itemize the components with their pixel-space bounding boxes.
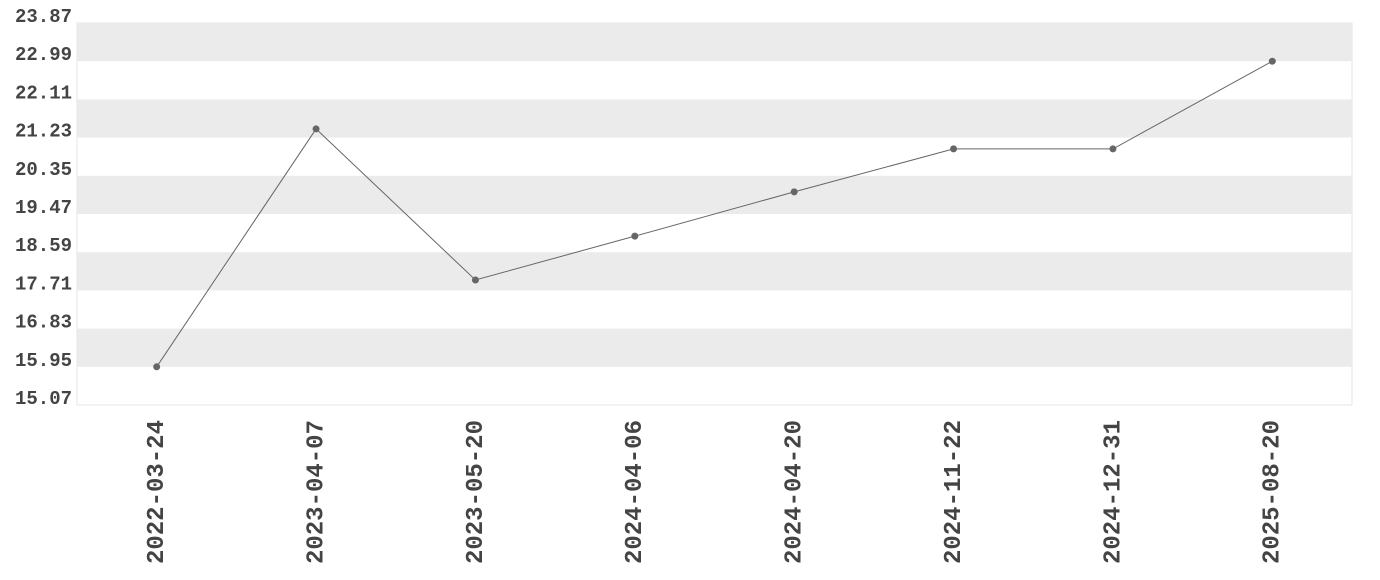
grid-band [77,328,1352,367]
y-tick-label: 21.23 [15,121,72,143]
y-tick-label: 23.87 [15,6,72,28]
y-tick-label: 16.83 [15,312,72,334]
x-tick-label: 2024-04-20 [782,420,809,564]
y-tick-label: 20.35 [15,159,72,181]
point [1109,145,1117,153]
y-tick-label: 18.59 [15,235,72,257]
y-tick-label: 22.99 [15,44,72,66]
point [790,188,798,196]
grid-band [77,252,1352,291]
y-tick-label: 15.95 [15,350,72,372]
x-tick-label: 2024-04-06 [622,420,649,564]
y-tick-label: 15.07 [15,388,72,410]
point [1268,57,1276,65]
x-tick-label: 2023-04-07 [303,420,330,564]
grid-band [77,99,1352,138]
x-tick-label: 2024-11-22 [941,420,968,564]
x-tick-label: 2024-12-31 [1100,420,1127,564]
grid-band [77,175,1352,214]
point [153,363,161,371]
x-tick-label: 2023-05-20 [463,420,490,564]
grid-band [77,23,1352,62]
point [312,125,320,133]
y-tick-label: 22.11 [15,82,72,104]
point [631,232,639,240]
point [950,145,958,153]
y-tick-label: 19.47 [15,197,72,219]
point [471,276,479,284]
x-tick-label: 2022-03-24 [144,420,171,564]
x-tick-label: 2025-08-20 [1260,420,1287,564]
y-tick-label: 17.71 [15,273,72,295]
line [156,60,1273,368]
